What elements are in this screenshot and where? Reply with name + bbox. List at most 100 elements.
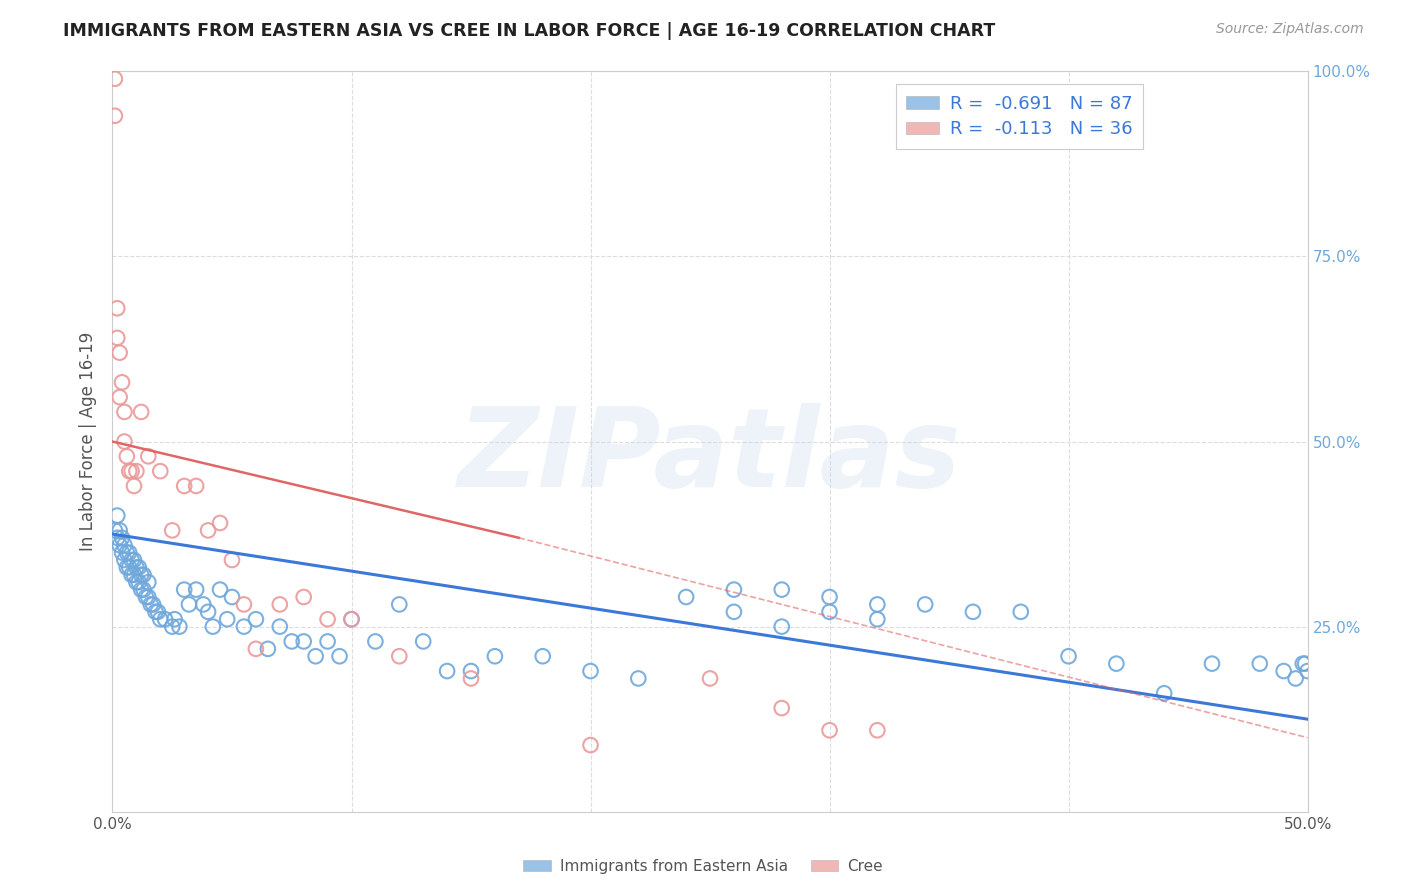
- Point: [118, 546, 141, 560]
- Point: [233, 598, 256, 612]
- Point: [770, 619, 793, 633]
- Point: [162, 524, 183, 538]
- Point: [962, 605, 984, 619]
- Point: [245, 612, 267, 626]
- Point: [1153, 686, 1175, 700]
- Point: [1285, 672, 1308, 686]
- Point: [197, 524, 219, 538]
- Point: [281, 634, 304, 648]
- Point: [818, 723, 841, 738]
- Point: [105, 301, 128, 316]
- Point: [699, 672, 721, 686]
- Point: [221, 590, 243, 604]
- Point: [723, 582, 745, 597]
- Point: [108, 345, 131, 359]
- Point: [115, 560, 138, 574]
- Point: [866, 598, 889, 612]
- Point: [163, 612, 186, 626]
- Point: [818, 605, 841, 619]
- Point: [305, 649, 328, 664]
- Point: [125, 464, 148, 478]
- Point: [125, 575, 148, 590]
- Point: [818, 590, 841, 604]
- Point: [340, 612, 363, 626]
- Point: [105, 531, 128, 545]
- Point: [186, 479, 208, 493]
- Point: [460, 672, 482, 686]
- Point: [316, 634, 339, 648]
- Point: [1010, 605, 1032, 619]
- Point: [145, 605, 167, 619]
- Point: [914, 598, 936, 612]
- Point: [139, 598, 162, 612]
- Point: [138, 450, 160, 464]
- Point: [388, 598, 411, 612]
- Point: [329, 649, 352, 664]
- Point: [118, 560, 141, 574]
- Legend: Immigrants from Eastern Asia, Cree: Immigrants from Eastern Asia, Cree: [517, 853, 889, 880]
- Point: [770, 582, 793, 597]
- Point: [292, 590, 315, 604]
- Point: [111, 546, 134, 560]
- Point: [364, 634, 387, 648]
- Point: [111, 531, 134, 545]
- Point: [201, 619, 224, 633]
- Point: [125, 560, 148, 574]
- Point: [245, 641, 267, 656]
- Point: [1249, 657, 1271, 671]
- Point: [269, 598, 291, 612]
- Point: [1272, 664, 1295, 678]
- Point: [104, 524, 127, 538]
- Point: [121, 464, 143, 478]
- Point: [177, 598, 200, 612]
- Point: [118, 464, 141, 478]
- Point: [770, 701, 793, 715]
- Point: [388, 649, 411, 664]
- Point: [138, 575, 160, 590]
- Point: [197, 605, 219, 619]
- Point: [114, 434, 135, 449]
- Point: [135, 590, 157, 604]
- Point: [193, 598, 215, 612]
- Point: [149, 612, 172, 626]
- Point: [1292, 657, 1315, 671]
- Point: [122, 553, 145, 567]
- Point: [105, 508, 128, 523]
- Point: [104, 109, 127, 123]
- Point: [1105, 657, 1128, 671]
- Point: [484, 649, 506, 664]
- Point: [257, 641, 280, 656]
- Point: [675, 590, 697, 604]
- Point: [114, 405, 135, 419]
- Point: [115, 546, 138, 560]
- Point: [1201, 657, 1223, 671]
- Point: [146, 605, 169, 619]
- Point: [108, 538, 131, 552]
- Point: [129, 405, 152, 419]
- Point: [153, 612, 176, 626]
- Text: ZIPatlas: ZIPatlas: [458, 403, 962, 510]
- Legend: R =  -0.691   N = 87, R =  -0.113   N = 36: R = -0.691 N = 87, R = -0.113 N = 36: [896, 84, 1143, 149]
- Point: [866, 723, 889, 738]
- Point: [105, 331, 128, 345]
- Point: [129, 567, 152, 582]
- Point: [111, 376, 134, 390]
- Point: [129, 582, 152, 597]
- Point: [866, 612, 889, 626]
- Point: [149, 464, 172, 478]
- Point: [142, 598, 165, 612]
- Point: [104, 71, 127, 86]
- Point: [132, 567, 155, 582]
- Point: [122, 567, 145, 582]
- Point: [340, 612, 363, 626]
- Text: Source: ZipAtlas.com: Source: ZipAtlas.com: [1216, 22, 1364, 37]
- Point: [460, 664, 482, 678]
- Point: [173, 479, 195, 493]
- Point: [121, 567, 143, 582]
- Text: IMMIGRANTS FROM EASTERN ASIA VS CREE IN LABOR FORCE | AGE 16-19 CORRELATION CHAR: IMMIGRANTS FROM EASTERN ASIA VS CREE IN …: [63, 22, 995, 40]
- Point: [531, 649, 554, 664]
- Point: [627, 672, 650, 686]
- Point: [108, 524, 131, 538]
- Point: [579, 738, 602, 752]
- Point: [121, 553, 143, 567]
